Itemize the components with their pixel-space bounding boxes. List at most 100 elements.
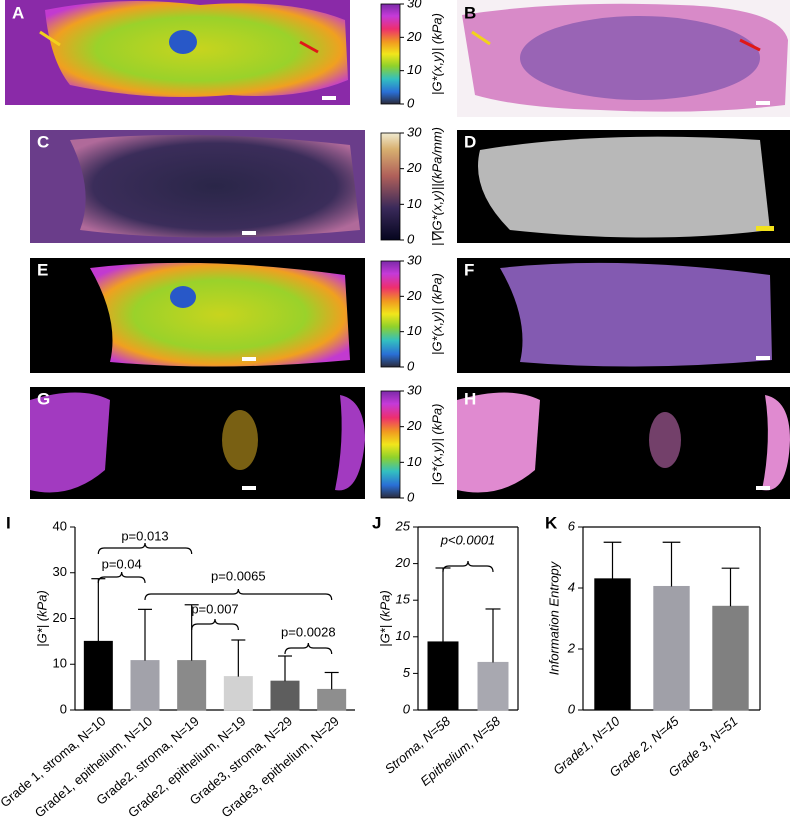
y-tick-label: 4	[568, 579, 575, 594]
arrow	[471, 30, 491, 46]
error-bar	[603, 541, 622, 579]
tissue	[520, 16, 760, 100]
colorbar-label: |G*(x,y)| (kPa)	[429, 273, 444, 355]
colorbar-tick-label: 20	[406, 418, 422, 433]
tissue	[762, 395, 790, 491]
scale-bar	[756, 226, 774, 231]
tissue-map	[45, 1, 348, 98]
bar	[177, 660, 207, 711]
bracket	[284, 642, 333, 655]
bracket	[97, 542, 193, 555]
panel-label: E	[37, 260, 48, 279]
tissue	[500, 262, 772, 367]
error-bar	[138, 608, 152, 661]
colorbar-label: |G*(x,y)| (kPa)	[429, 404, 444, 486]
annotation: p=0.007	[191, 601, 238, 616]
colorbar-tick-label: 10	[407, 323, 422, 338]
bar	[427, 641, 459, 711]
colorbar-tick-label: 30	[407, 252, 422, 267]
region	[169, 30, 197, 54]
scale-bar	[242, 357, 256, 361]
panel-label: A	[12, 3, 24, 22]
colorbar	[380, 132, 401, 241]
colorbar-label: |∇|G*(x,y)||(kPa/mm)	[429, 127, 444, 246]
y-tick-label: 0	[568, 701, 576, 716]
tissue	[457, 392, 540, 493]
error-bar	[184, 604, 199, 661]
panel-label: F	[464, 260, 474, 279]
bracket	[191, 618, 239, 631]
annotation: p=0.0028	[281, 624, 336, 639]
colorbar	[380, 3, 401, 105]
bar	[130, 660, 160, 711]
error-bar	[278, 655, 292, 682]
y-tick-label: 0	[60, 701, 67, 716]
y-tick-label: 0	[403, 701, 411, 716]
panel-label: J	[372, 513, 381, 532]
bar	[653, 585, 690, 711]
colorbar-tick-label: 30	[407, 382, 422, 397]
annotation: p=0.04	[102, 556, 142, 571]
colorbar-tick-label: 20	[406, 288, 422, 303]
bar	[223, 676, 253, 711]
scale-bar	[756, 356, 770, 360]
error-bar	[91, 578, 106, 642]
y-tick-label: 6	[568, 518, 576, 533]
gradient-map	[70, 135, 360, 238]
colorbar-tick-label: 0	[407, 95, 415, 110]
region	[170, 286, 196, 308]
scale-bar	[756, 486, 770, 490]
bar	[477, 661, 509, 711]
y-axis-label: |G*| (kPa)	[377, 590, 392, 647]
y-tick-label: 25	[395, 518, 411, 533]
region	[222, 410, 258, 470]
scale-bar	[756, 101, 770, 105]
panel-label: K	[545, 513, 558, 532]
y-tick-label: 10	[396, 628, 411, 643]
colorbar	[380, 390, 401, 499]
y-axis-label: |G*| (kPa)	[34, 590, 49, 647]
colorbar	[380, 260, 401, 368]
bracket	[97, 571, 146, 584]
panel-label: H	[464, 389, 476, 408]
y-axis-label: Information Entropy	[546, 560, 561, 675]
region	[649, 412, 681, 468]
annotation: p=0.013	[121, 528, 168, 543]
bar	[594, 578, 631, 711]
colorbar-tick-label: 0	[407, 358, 415, 373]
arrow	[39, 30, 61, 47]
bar	[712, 605, 749, 711]
panel-label: B	[464, 3, 476, 22]
error-bar	[721, 567, 740, 607]
scale-bar	[242, 231, 256, 235]
colorbar-tick-label: 30	[407, 124, 422, 139]
y-tick-label: 20	[395, 555, 411, 570]
panel-label: G	[37, 389, 50, 408]
scale-bar	[242, 486, 256, 490]
annotation: p<0.0001	[440, 532, 496, 547]
bracket	[442, 560, 494, 573]
panel-label: I	[6, 513, 11, 532]
tissue-map	[335, 395, 365, 491]
colorbar-tick-label: 10	[407, 454, 422, 469]
image-panels	[5, 0, 790, 499]
y-tick-label: 30	[53, 564, 67, 579]
bar	[317, 688, 347, 711]
error-bar	[662, 541, 681, 587]
bracket	[144, 588, 333, 601]
bar	[270, 680, 300, 711]
arrow	[739, 38, 761, 52]
tissue-map	[90, 262, 350, 367]
bar	[83, 640, 113, 711]
colorbar-tick-label: 10	[407, 196, 422, 211]
panel-label: C	[37, 132, 49, 151]
colorbar-tick-label: 30	[407, 0, 422, 10]
error-bar	[435, 567, 451, 642]
colorbar-tick-label: 20	[406, 29, 422, 44]
error-bar	[231, 639, 246, 677]
colorbar-tick-label: 0	[407, 489, 415, 504]
tissue	[478, 136, 770, 238]
error-bar	[485, 608, 501, 663]
y-tick-label: 2	[567, 640, 576, 655]
